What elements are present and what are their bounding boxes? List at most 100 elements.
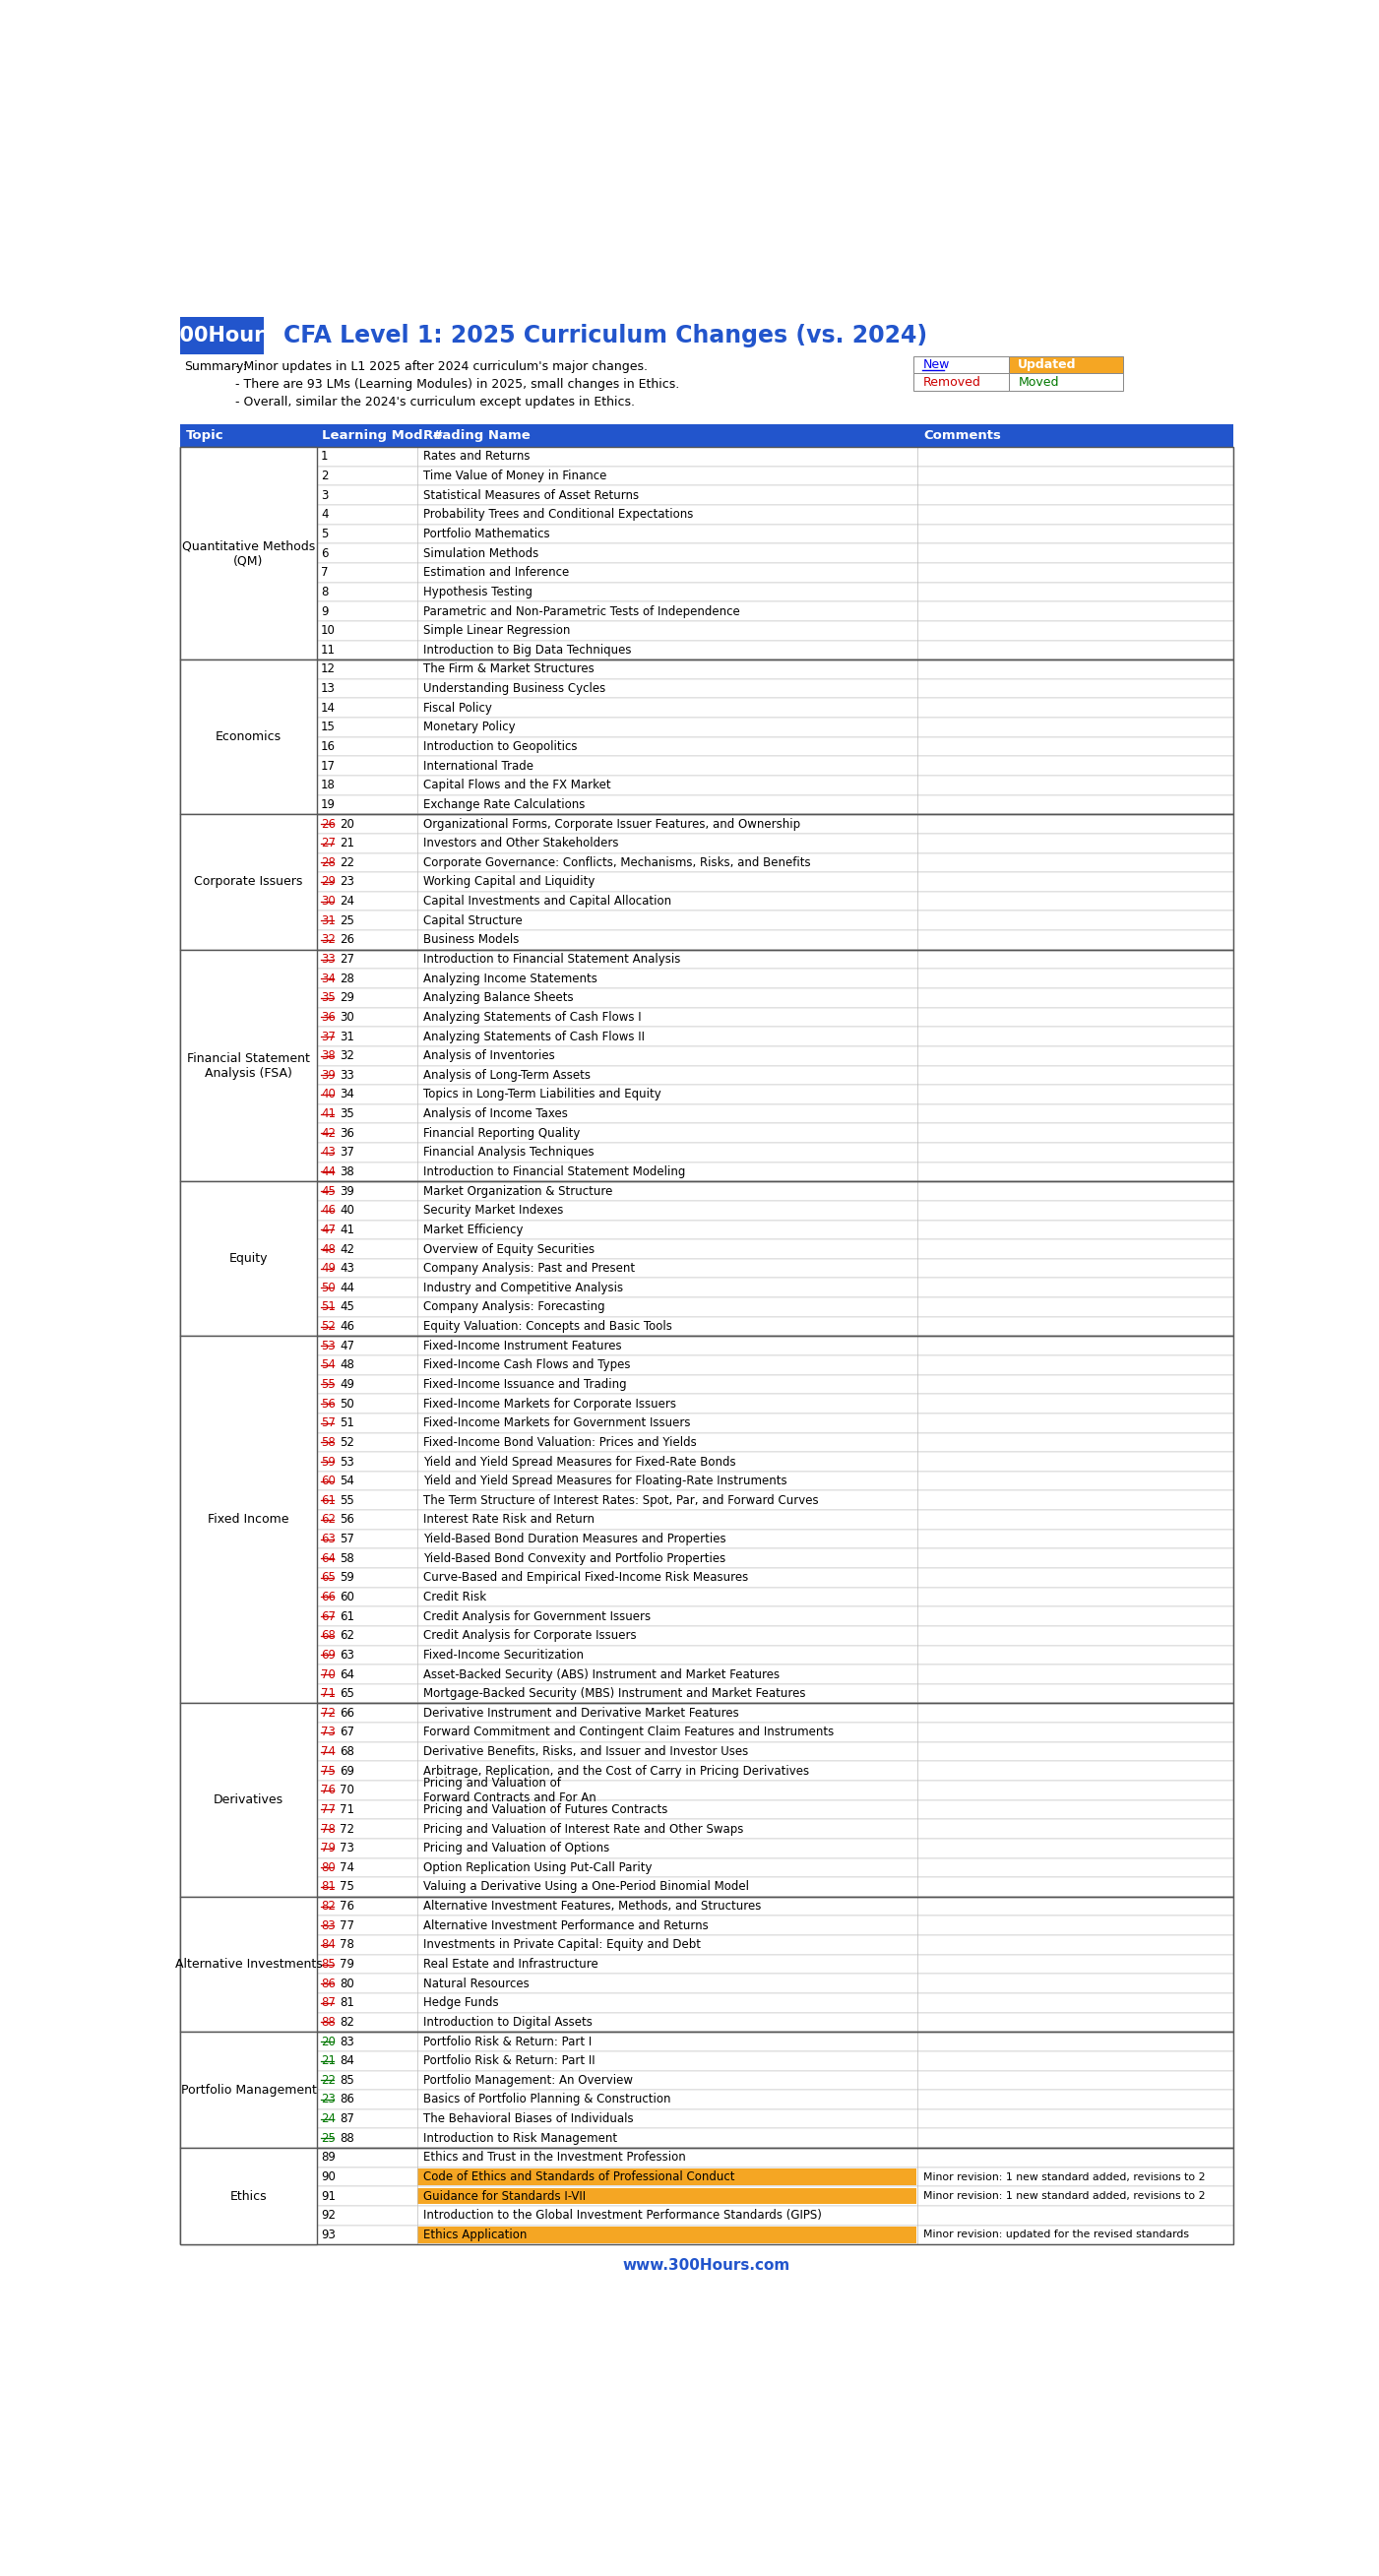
Text: 49: 49 xyxy=(339,1378,354,1391)
Text: Company Analysis: Past and Present: Company Analysis: Past and Present xyxy=(423,1262,634,1275)
Text: Derivatives: Derivatives xyxy=(214,1793,284,1806)
Text: Curve-Based and Empirical Fixed-Income Risk Measures: Curve-Based and Empirical Fixed-Income R… xyxy=(423,1571,749,1584)
Text: 84: 84 xyxy=(339,2056,354,2069)
Text: 62: 62 xyxy=(321,1512,335,1525)
Text: Exchange Rate Calculations: Exchange Rate Calculations xyxy=(423,799,585,811)
FancyBboxPatch shape xyxy=(181,2148,1233,2166)
Text: 55: 55 xyxy=(339,1494,354,1507)
Text: 46: 46 xyxy=(339,1319,354,1332)
FancyBboxPatch shape xyxy=(181,1994,1233,2012)
Text: Parametric and Non-Parametric Tests of Independence: Parametric and Non-Parametric Tests of I… xyxy=(423,605,741,618)
Text: Estimation and Inference: Estimation and Inference xyxy=(423,567,570,580)
Text: Interest Rate Risk and Return: Interest Rate Risk and Return xyxy=(423,1512,594,1525)
Text: Ethics: Ethics xyxy=(230,2190,268,2202)
Text: Removed: Removed xyxy=(923,376,980,389)
Text: 27: 27 xyxy=(321,837,335,850)
Text: 67: 67 xyxy=(339,1726,354,1739)
FancyBboxPatch shape xyxy=(181,757,1233,775)
FancyBboxPatch shape xyxy=(181,930,1233,951)
Text: International Trade: International Trade xyxy=(423,760,534,773)
Text: 59: 59 xyxy=(339,1571,354,1584)
Text: Working Capital and Liquidity: Working Capital and Liquidity xyxy=(423,876,594,889)
FancyBboxPatch shape xyxy=(181,1182,1233,1200)
Text: 23: 23 xyxy=(321,2094,335,2107)
Text: 39: 39 xyxy=(339,1185,354,1198)
Text: 39: 39 xyxy=(321,1069,335,1082)
FancyBboxPatch shape xyxy=(181,1703,1233,1723)
Text: 61: 61 xyxy=(339,1610,354,1623)
Text: Corporate Governance: Conflicts, Mechanisms, Risks, and Benefits: Corporate Governance: Conflicts, Mechani… xyxy=(423,855,811,868)
Text: Analyzing Balance Sheets: Analyzing Balance Sheets xyxy=(423,992,574,1005)
Text: Introduction to the Global Investment Performance Standards (GIPS): Introduction to the Global Investment Pe… xyxy=(423,2210,822,2223)
Text: 88: 88 xyxy=(321,2017,335,2030)
Text: 24: 24 xyxy=(339,894,354,907)
Text: 51: 51 xyxy=(321,1301,335,1314)
Text: 82: 82 xyxy=(321,1901,335,1911)
Text: 32: 32 xyxy=(321,933,335,945)
Text: Rates and Returns: Rates and Returns xyxy=(423,451,530,464)
FancyBboxPatch shape xyxy=(914,374,1009,392)
Text: Code of Ethics and Standards of Professional Conduct: Code of Ethics and Standards of Professi… xyxy=(423,2172,735,2184)
FancyBboxPatch shape xyxy=(181,1548,1233,1569)
Text: 72: 72 xyxy=(321,1708,335,1718)
FancyBboxPatch shape xyxy=(181,1239,1233,1260)
Text: Learning Mod. #: Learning Mod. # xyxy=(321,430,443,443)
Text: Derivative Benefits, Risks, and Issuer and Investor Uses: Derivative Benefits, Risks, and Issuer a… xyxy=(423,1747,749,1757)
Text: 75: 75 xyxy=(339,1880,354,1893)
FancyBboxPatch shape xyxy=(181,951,317,1182)
Text: 83: 83 xyxy=(339,2035,354,2048)
Text: 49: 49 xyxy=(321,1262,335,1275)
Text: Analysis of Inventories: Analysis of Inventories xyxy=(423,1048,554,1061)
Text: Understanding Business Cycles: Understanding Business Cycles xyxy=(423,683,605,696)
Text: Analyzing Statements of Cash Flows I: Analyzing Statements of Cash Flows I xyxy=(423,1010,641,1023)
FancyBboxPatch shape xyxy=(181,487,1233,505)
FancyBboxPatch shape xyxy=(181,317,263,355)
Text: New: New xyxy=(923,358,950,371)
Text: 86: 86 xyxy=(339,2094,354,2107)
Text: Credit Analysis for Government Issuers: Credit Analysis for Government Issuers xyxy=(423,1610,651,1623)
Text: 86: 86 xyxy=(321,1978,335,1991)
Text: Mortgage-Backed Security (MBS) Instrument and Market Features: Mortgage-Backed Security (MBS) Instrumen… xyxy=(423,1687,805,1700)
Text: Portfolio Risk & Return: Part II: Portfolio Risk & Return: Part II xyxy=(423,2056,594,2069)
Text: Capital Structure: Capital Structure xyxy=(423,914,523,927)
Text: 81: 81 xyxy=(321,1880,335,1893)
FancyBboxPatch shape xyxy=(181,564,1233,582)
Text: 48: 48 xyxy=(321,1242,335,1255)
Text: Topics in Long-Term Liabilities and Equity: Topics in Long-Term Liabilities and Equi… xyxy=(423,1087,661,1100)
Text: Security Market Indexes: Security Market Indexes xyxy=(423,1203,563,1216)
Text: Analysis of Long-Term Assets: Analysis of Long-Term Assets xyxy=(423,1069,590,1082)
Text: 79: 79 xyxy=(321,1842,335,1855)
FancyBboxPatch shape xyxy=(181,1007,1233,1028)
Text: 91: 91 xyxy=(321,2190,335,2202)
Text: 5: 5 xyxy=(321,528,328,541)
FancyBboxPatch shape xyxy=(181,2128,1233,2148)
FancyBboxPatch shape xyxy=(181,1878,1233,1896)
Text: 64: 64 xyxy=(321,1551,335,1564)
FancyBboxPatch shape xyxy=(914,355,1009,374)
Text: Pricing and Valuation of Futures Contracts: Pricing and Valuation of Futures Contrac… xyxy=(423,1803,667,1816)
FancyBboxPatch shape xyxy=(181,1896,317,2032)
Text: Fixed-Income Bond Valuation: Prices and Yields: Fixed-Income Bond Valuation: Prices and … xyxy=(423,1435,696,1448)
FancyBboxPatch shape xyxy=(181,448,1233,466)
FancyBboxPatch shape xyxy=(181,2012,1233,2032)
Text: 33: 33 xyxy=(321,953,335,966)
Text: 17: 17 xyxy=(321,760,335,773)
Text: 84: 84 xyxy=(321,1940,335,1953)
FancyBboxPatch shape xyxy=(181,1762,1233,1780)
Text: Introduction to Risk Management: Introduction to Risk Management xyxy=(423,2133,618,2146)
FancyBboxPatch shape xyxy=(181,659,317,814)
Text: 75: 75 xyxy=(321,1765,335,1777)
Text: 50: 50 xyxy=(339,1396,354,1409)
FancyBboxPatch shape xyxy=(181,582,1233,603)
FancyBboxPatch shape xyxy=(181,1028,1233,1046)
Text: Fixed-Income Markets for Government Issuers: Fixed-Income Markets for Government Issu… xyxy=(423,1417,691,1430)
Text: Natural Resources: Natural Resources xyxy=(423,1978,530,1991)
FancyBboxPatch shape xyxy=(181,505,1233,526)
Text: 65: 65 xyxy=(339,1687,354,1700)
FancyBboxPatch shape xyxy=(181,1569,1233,1587)
FancyBboxPatch shape xyxy=(181,951,1233,969)
Text: 9: 9 xyxy=(321,605,328,618)
Text: Derivative Instrument and Derivative Market Features: Derivative Instrument and Derivative Mar… xyxy=(423,1708,739,1718)
FancyBboxPatch shape xyxy=(181,621,1233,641)
FancyBboxPatch shape xyxy=(181,2187,1233,2205)
